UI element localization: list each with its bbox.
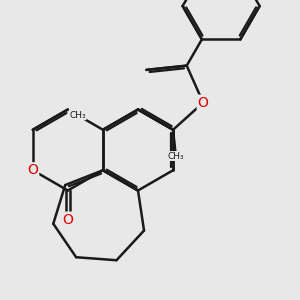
Text: CH₃: CH₃ — [167, 152, 184, 160]
Text: CH₃: CH₃ — [69, 111, 86, 120]
Text: O: O — [27, 163, 38, 177]
Text: O: O — [198, 96, 208, 110]
Text: O: O — [62, 213, 73, 226]
